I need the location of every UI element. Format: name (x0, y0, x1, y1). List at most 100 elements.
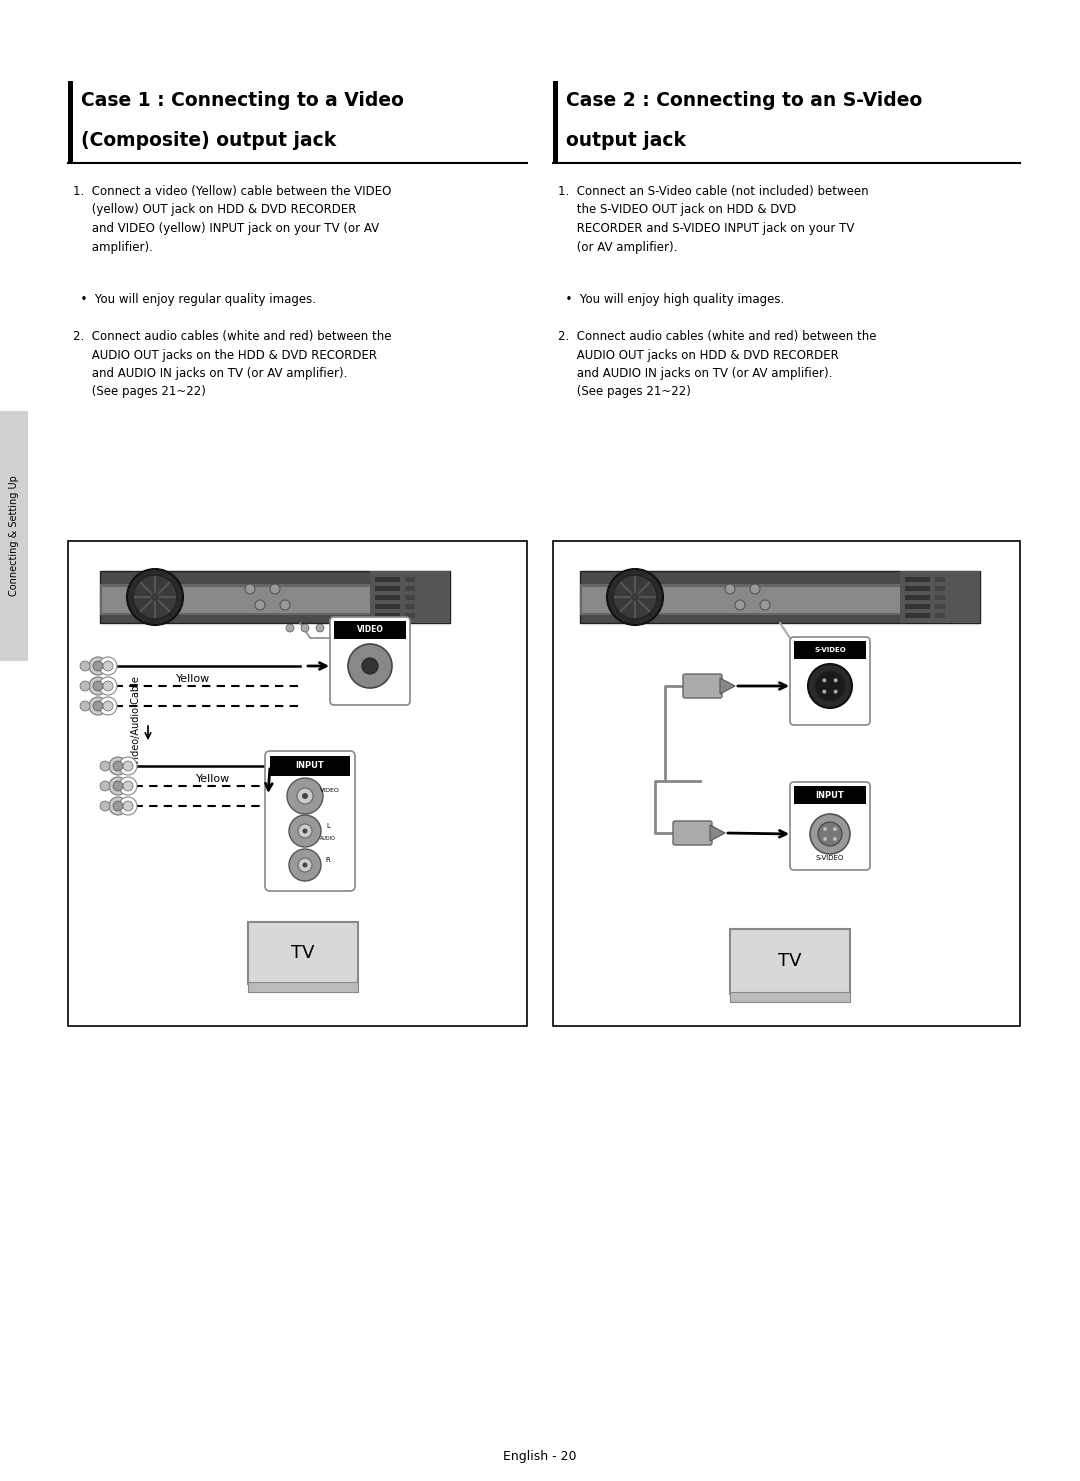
Circle shape (109, 797, 127, 815)
Circle shape (298, 823, 312, 838)
Bar (730, 991, 850, 1001)
Bar (730, 929, 850, 994)
Text: VIDEO: VIDEO (320, 788, 340, 794)
Circle shape (113, 801, 123, 812)
Bar (68, 81, 73, 163)
Text: 2.  Connect audio cables (white and red) between the
     AUDIO OUT jacks on HDD: 2. Connect audio cables (white and red) … (558, 330, 877, 398)
Circle shape (80, 681, 90, 692)
Circle shape (607, 569, 663, 625)
Circle shape (99, 698, 117, 715)
Circle shape (99, 677, 117, 695)
Circle shape (823, 837, 827, 841)
Text: VIDEO: VIDEO (356, 625, 383, 634)
Circle shape (760, 600, 770, 610)
Bar (405, 613, 415, 618)
Circle shape (93, 681, 103, 692)
Circle shape (302, 792, 308, 800)
Text: S-VIDEO: S-VIDEO (814, 647, 846, 653)
Circle shape (287, 778, 323, 815)
Bar (0, 412, 28, 661)
Bar (100, 584, 450, 615)
Circle shape (270, 584, 280, 594)
Bar (405, 595, 415, 600)
FancyBboxPatch shape (673, 820, 712, 846)
Circle shape (113, 780, 123, 791)
Circle shape (103, 661, 113, 671)
FancyBboxPatch shape (789, 782, 870, 869)
Circle shape (818, 822, 842, 846)
Bar (370, 572, 450, 624)
FancyBboxPatch shape (265, 751, 355, 892)
Bar (794, 786, 866, 804)
Text: S-VIDEO: S-VIDEO (815, 855, 845, 860)
Text: TV: TV (292, 943, 314, 963)
Bar (580, 584, 980, 615)
Bar (405, 586, 415, 591)
Text: Connecting & Setting Up: Connecting & Setting Up (9, 475, 19, 597)
Text: Case 2 : Connecting to an S-Video: Case 2 : Connecting to an S-Video (566, 90, 922, 110)
Text: Case 1 : Connecting to a Video: Case 1 : Connecting to a Video (81, 90, 404, 110)
Circle shape (103, 681, 113, 692)
Circle shape (89, 658, 107, 675)
Text: INPUT: INPUT (296, 761, 324, 770)
Circle shape (100, 780, 110, 791)
Bar (375, 595, 400, 600)
Circle shape (89, 698, 107, 715)
Circle shape (280, 600, 291, 610)
Circle shape (613, 575, 657, 619)
Circle shape (750, 584, 760, 594)
Bar (68, 541, 527, 1026)
Circle shape (302, 862, 308, 868)
Circle shape (133, 575, 177, 619)
Circle shape (348, 644, 392, 689)
Bar (334, 621, 406, 638)
Circle shape (833, 826, 837, 831)
Bar (900, 572, 980, 624)
Circle shape (286, 624, 294, 632)
Text: AUDIO: AUDIO (320, 837, 336, 841)
Bar (582, 586, 978, 613)
Circle shape (834, 678, 838, 683)
Bar (100, 572, 450, 624)
Circle shape (100, 761, 110, 772)
Circle shape (289, 815, 321, 847)
Text: output jack: output jack (566, 130, 686, 150)
Circle shape (99, 658, 117, 675)
Bar (905, 604, 930, 609)
Text: Yellow: Yellow (176, 674, 211, 684)
Bar (905, 578, 930, 582)
Bar (375, 586, 400, 591)
Circle shape (119, 757, 137, 775)
Circle shape (833, 837, 837, 841)
Text: English - 20: English - 20 (503, 1450, 577, 1463)
Circle shape (297, 788, 313, 804)
Bar (270, 755, 350, 776)
FancyBboxPatch shape (683, 674, 723, 698)
Circle shape (80, 701, 90, 711)
Circle shape (815, 671, 845, 701)
Circle shape (808, 663, 852, 708)
Bar (905, 586, 930, 591)
Text: 1.  Connect a video (Yellow) cable between the VIDEO
     (yellow) OUT jack on H: 1. Connect a video (Yellow) cable betwee… (73, 185, 391, 253)
Text: Video/Audio Cable: Video/Audio Cable (131, 677, 141, 766)
Circle shape (119, 778, 137, 795)
Circle shape (245, 584, 255, 594)
Bar (794, 641, 866, 659)
Text: (Composite) output jack: (Composite) output jack (81, 130, 336, 150)
Bar (375, 578, 400, 582)
Bar (102, 586, 448, 613)
Circle shape (810, 815, 850, 855)
FancyBboxPatch shape (789, 637, 870, 726)
Text: 1.  Connect an S-Video cable (not included) between
     the S-VIDEO OUT jack on: 1. Connect an S-Video cable (not include… (558, 185, 868, 253)
Bar (248, 923, 357, 983)
Text: L: L (326, 823, 329, 829)
Bar (905, 613, 930, 618)
Circle shape (362, 658, 378, 674)
Circle shape (100, 801, 110, 812)
Circle shape (725, 584, 735, 594)
Circle shape (113, 761, 123, 772)
Bar (905, 595, 930, 600)
Bar (405, 604, 415, 609)
Text: TV: TV (779, 952, 801, 970)
Circle shape (123, 780, 133, 791)
